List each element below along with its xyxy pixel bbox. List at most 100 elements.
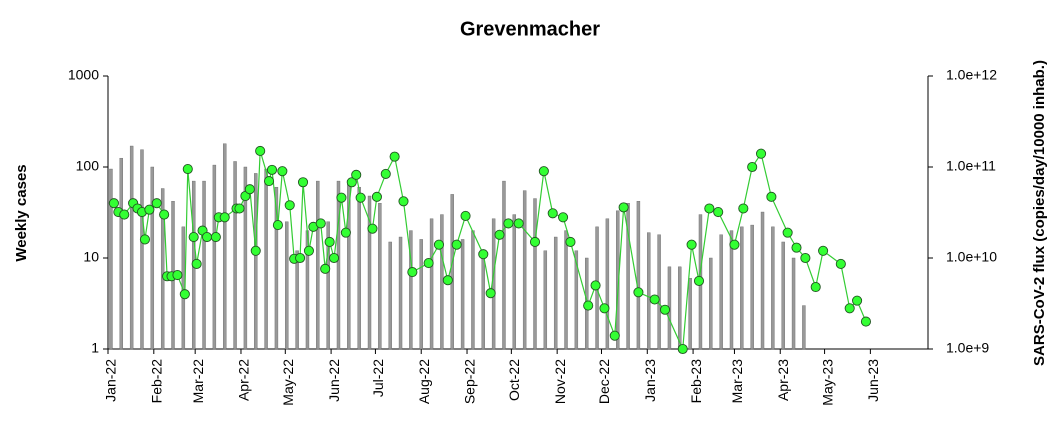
- flux-marker: [329, 252, 340, 264]
- bar: [419, 239, 423, 350]
- flux-marker: [503, 218, 514, 229]
- bar: [636, 201, 641, 350]
- bar: [140, 149, 144, 350]
- flux-marker: [380, 168, 391, 179]
- flux-marker: [295, 252, 306, 264]
- bar: [233, 161, 237, 350]
- flux-marker: [738, 203, 749, 214]
- x-tick-label: Apr-22: [236, 359, 252, 401]
- flux-marker: [860, 316, 871, 327]
- y-axis-title: Weekly cases: [13, 164, 30, 261]
- bar: [109, 168, 113, 350]
- x-tick-label: May-22: [280, 359, 296, 406]
- bar: [295, 250, 299, 350]
- x-tick-label: Jun-23: [865, 359, 881, 402]
- bar: [440, 214, 444, 350]
- bar: [223, 143, 227, 350]
- bar: [450, 194, 454, 350]
- bar: [564, 230, 568, 350]
- bar: [533, 198, 537, 350]
- flux-marker: [547, 208, 558, 219]
- flux-marker: [255, 145, 266, 157]
- y-tick-label: 1000: [68, 67, 99, 83]
- bar: [274, 186, 279, 350]
- bar: [678, 266, 682, 350]
- y2-tick-label: 1.0e+11: [946, 158, 996, 174]
- bar: [285, 221, 289, 350]
- y-tick-label: 10: [83, 249, 99, 265]
- flux-marker: [219, 212, 230, 223]
- flux-marker: [210, 231, 221, 243]
- flux-marker: [389, 151, 400, 162]
- flux-marker: [188, 231, 199, 243]
- x-tick-label: Oct-22: [506, 359, 522, 401]
- flux-marker: [451, 239, 462, 250]
- y-tick-label: 100: [76, 158, 100, 174]
- flux-marker: [423, 258, 434, 269]
- flux-marker: [599, 303, 610, 314]
- flux-marker: [590, 280, 601, 291]
- flux-marker: [529, 236, 541, 248]
- chart-title: Grevenmacher: [460, 18, 600, 40]
- flux-marker: [478, 249, 489, 260]
- bar: [481, 257, 485, 350]
- flux-marker: [272, 220, 283, 231]
- flux-marker: [407, 267, 418, 278]
- flux-marker: [835, 258, 846, 270]
- flux-marker: [713, 206, 724, 218]
- bar: [553, 236, 558, 350]
- flux-marker: [250, 245, 261, 256]
- flux-marker: [201, 231, 213, 243]
- flux-marker: [151, 198, 162, 209]
- bar: [750, 224, 754, 350]
- bar: [409, 230, 413, 350]
- bar: [502, 180, 506, 350]
- x-tick-label: Dec-22: [596, 359, 612, 404]
- bar: [119, 157, 123, 350]
- bar: [781, 241, 785, 350]
- flux-marker: [747, 161, 758, 173]
- flux-marker: [244, 184, 255, 195]
- flux-marker: [686, 239, 697, 250]
- flux-marker: [371, 191, 382, 202]
- bar: [202, 180, 206, 350]
- bar: [398, 236, 403, 350]
- bar: [760, 211, 765, 350]
- bar: [771, 226, 775, 350]
- flux-marker: [729, 239, 740, 250]
- bar: [688, 277, 692, 350]
- flux-marker: [144, 204, 155, 215]
- flux-marker: [800, 252, 811, 264]
- flux-marker: [315, 218, 326, 229]
- bar: [160, 188, 165, 350]
- flux-marker: [277, 166, 288, 177]
- bar: [802, 305, 806, 350]
- x-tick-label: Aug-22: [416, 359, 432, 404]
- bar: [647, 232, 651, 350]
- flux-marker: [367, 223, 378, 234]
- bar: [429, 218, 434, 350]
- y2-tick-label: 1.0e+9: [946, 340, 989, 356]
- bar: [626, 203, 630, 350]
- flux-marker: [172, 269, 183, 281]
- flux-marker: [355, 192, 366, 203]
- bar: [264, 168, 268, 350]
- flux-marker: [398, 196, 409, 207]
- flux-marker: [609, 330, 620, 341]
- flux-marker: [351, 169, 362, 180]
- bar: [471, 230, 475, 350]
- flux-marker: [649, 294, 660, 305]
- flux-marker: [782, 227, 793, 238]
- flux-marker: [633, 287, 644, 298]
- flux-marker: [755, 148, 767, 159]
- x-tick-label: Jan-22: [103, 359, 119, 402]
- bar: [522, 190, 527, 350]
- flux-marker: [565, 236, 576, 248]
- flux-marker: [191, 258, 202, 270]
- x-tick-label: Mar-22: [190, 359, 206, 404]
- flux-marker: [659, 304, 671, 315]
- flux-marker: [538, 166, 549, 177]
- flux-marker: [791, 242, 802, 253]
- flux-marker: [234, 203, 245, 214]
- x-tick-label: Feb-22: [149, 359, 165, 404]
